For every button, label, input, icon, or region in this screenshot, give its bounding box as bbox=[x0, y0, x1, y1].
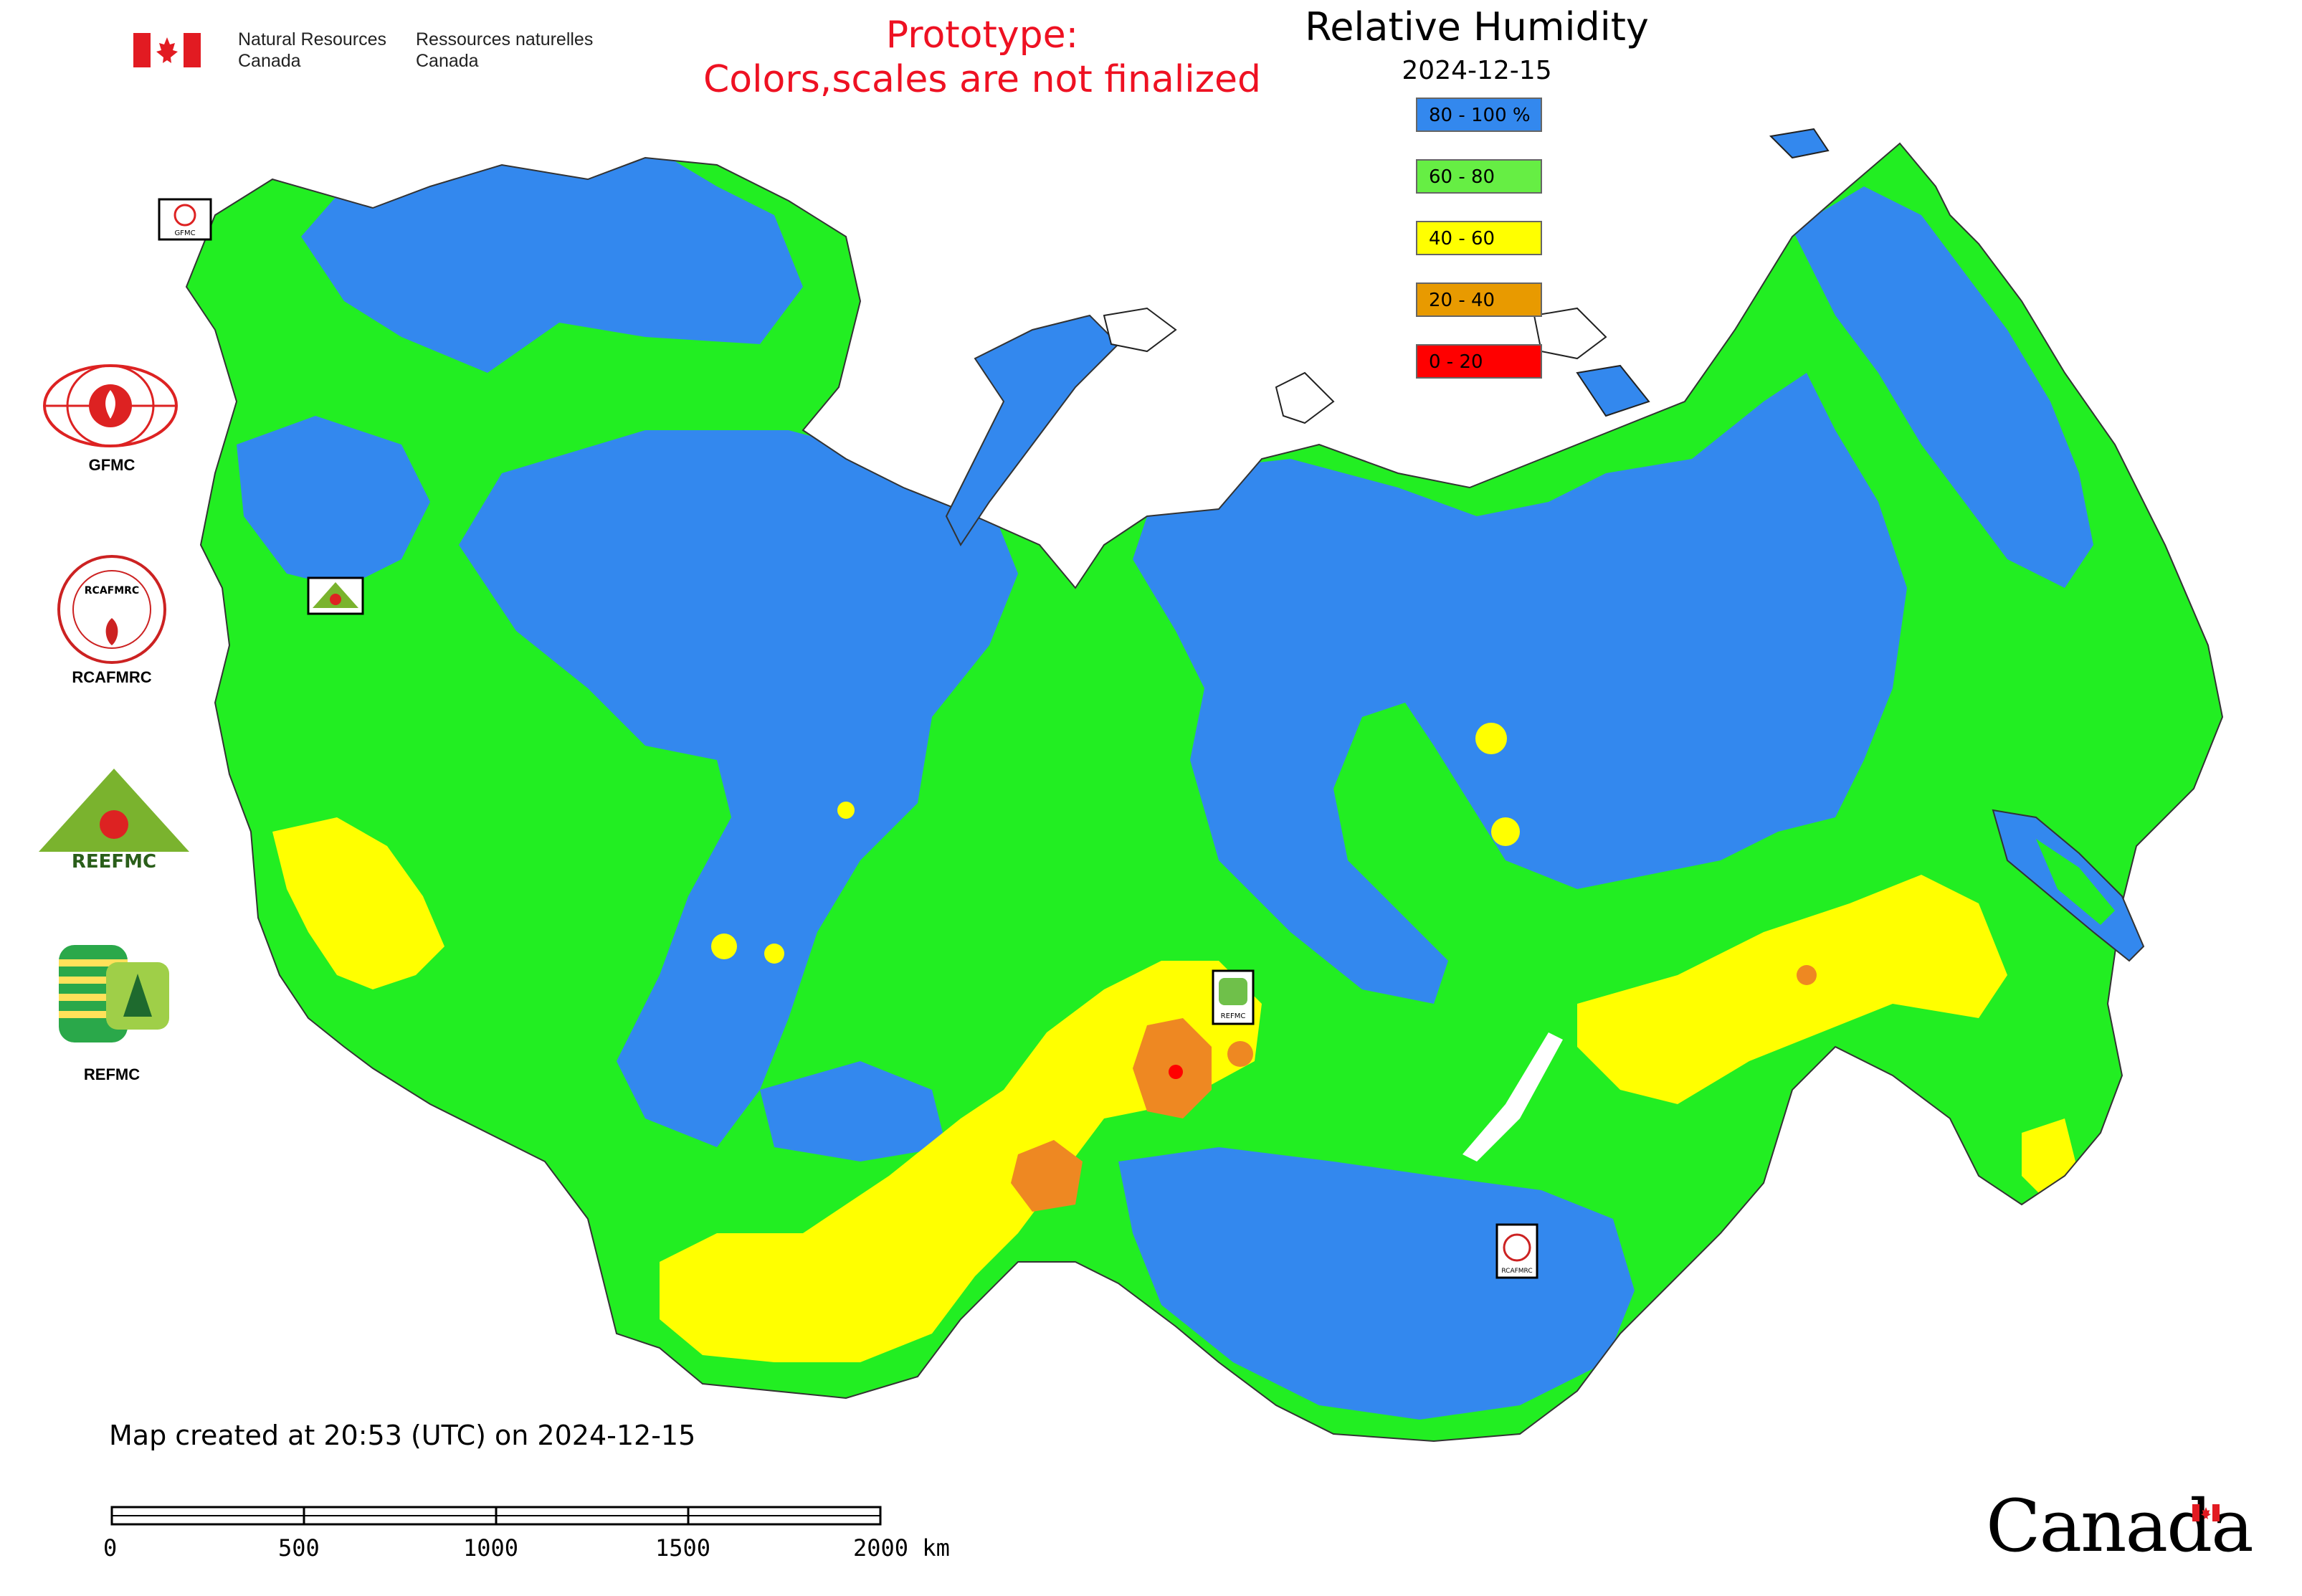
reefmc-logo: REEFMC bbox=[39, 769, 189, 873]
zone-yellow-west bbox=[272, 817, 444, 989]
department-name-en: Natural Resources Canada bbox=[238, 29, 387, 71]
svg-text:GFMC: GFMC bbox=[174, 229, 195, 237]
zone-blue-west bbox=[237, 416, 430, 588]
scale-tick-1500: 1500 bbox=[655, 1534, 711, 1562]
reefmc-logo-text: REEFMC bbox=[72, 851, 156, 873]
canada-wordmark: Canada bbox=[1986, 1484, 2254, 1568]
zone-yellow-kazakhstan bbox=[660, 961, 1262, 1362]
zone-blue-far-east bbox=[1792, 186, 2093, 588]
canada-flag-icon bbox=[133, 33, 201, 67]
gfmc-logo bbox=[43, 364, 178, 447]
scale-tick-2000: 2000 km bbox=[853, 1534, 950, 1562]
scale-tick-1000: 1000 bbox=[463, 1534, 519, 1562]
zone-orange-south bbox=[1011, 1140, 1083, 1212]
legend-item-80-100: 80 - 100 % bbox=[1416, 98, 1542, 132]
rcafmrc-label: RCAFMRC bbox=[72, 668, 152, 686]
svg-text:RCAFMRC: RCAFMRC bbox=[1501, 1268, 1532, 1275]
lake-baikal bbox=[1462, 1032, 1563, 1162]
scale-tick-0: 0 bbox=[103, 1534, 118, 1562]
scale-tick-500: 500 bbox=[278, 1534, 320, 1562]
zone-blue-north-central bbox=[459, 430, 1018, 1147]
government-header: Natural Resources Canada Ressources natu… bbox=[133, 29, 635, 79]
refmc-label: REFMC bbox=[83, 1065, 141, 1083]
svg-text:REFMC: REFMC bbox=[1221, 1012, 1246, 1020]
gfmc-label: GFMC bbox=[88, 456, 135, 474]
map-marker-refmc: REFMC bbox=[1212, 969, 1255, 1025]
rcafmrc-logo: RCAFMRC bbox=[57, 555, 166, 664]
zone-red-spot bbox=[1169, 1065, 1183, 1079]
zone-blue-siberia bbox=[1133, 373, 1907, 1004]
department-name-fr: Ressources naturelles Canada bbox=[416, 29, 594, 71]
map-marker-reefmc bbox=[307, 576, 364, 615]
legend-item-20-40: 20 - 40 bbox=[1416, 282, 1542, 317]
legend-item-40-60: 40 - 60 bbox=[1416, 221, 1542, 255]
svg-text:RCAFMRC: RCAFMRC bbox=[85, 585, 139, 597]
novaya-zemlya bbox=[945, 314, 1120, 546]
zone-yellow-far-east bbox=[1577, 875, 2007, 1104]
wordmark-flag-icon bbox=[2192, 1504, 2220, 1521]
prototype-notice: Prototype: Colors,scales are not finaliz… bbox=[660, 13, 1305, 102]
map-date: 2024-12-15 bbox=[1402, 56, 1552, 85]
zone-blue-south bbox=[760, 1061, 946, 1162]
refmc-logo bbox=[59, 945, 169, 1042]
prototype-line-1: Prototype: bbox=[885, 14, 1079, 57]
map-created-note: Map created at 20:53 (UTC) on 2024-12-15 bbox=[109, 1420, 696, 1451]
legend-item-0-20: 0 - 20 bbox=[1416, 344, 1542, 379]
map-marker-gfmc: GFMC bbox=[158, 198, 212, 241]
map-marker-rcafmrc: RCAFMRC bbox=[1495, 1223, 1538, 1279]
legend-item-60-80: 60 - 80 bbox=[1416, 159, 1542, 194]
zone-blue-mongolia bbox=[1118, 1147, 1635, 1420]
prototype-line-2: Colors,scales are not finalized bbox=[703, 58, 1262, 101]
map-title: Relative Humidity bbox=[1305, 4, 1649, 49]
scale-bar bbox=[110, 1506, 882, 1526]
